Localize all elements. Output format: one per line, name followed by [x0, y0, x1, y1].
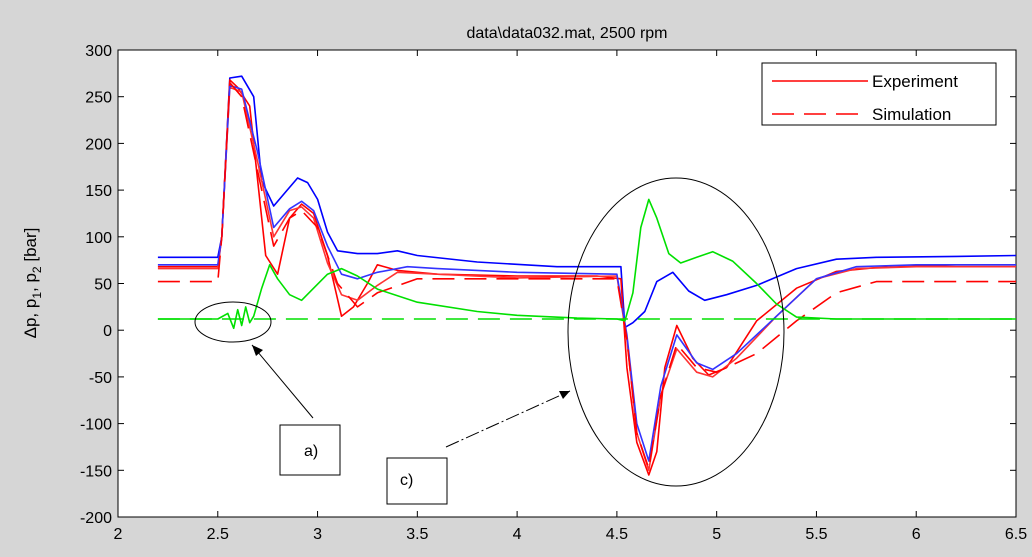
legend-simulation-label: Simulation [872, 105, 951, 124]
annotation-a-box [279, 424, 341, 476]
annotation-a-arrowhead [252, 345, 263, 356]
x-tick-label: 4 [513, 526, 522, 543]
y-axis: -200 -150 -100 -50 0 50 100 150 200 250 300 [80, 43, 1016, 527]
annotation-a-arrow [251, 344, 314, 419]
x-tick-label: 6 [912, 526, 921, 543]
y-tick-label: -100 [80, 417, 112, 434]
x-tick-label: 4.5 [606, 526, 628, 543]
annotation-a: a) [194, 301, 341, 476]
y-tick-label: 300 [85, 43, 112, 60]
legend-experiment-label: Experiment [872, 72, 958, 91]
x-tick-label: 5.5 [805, 526, 827, 543]
annotation-c: c) [386, 177, 785, 505]
legend-box [761, 62, 997, 126]
legend: Experiment Simulation [761, 62, 997, 126]
x-tick-label: 2 [114, 526, 123, 543]
y-tick-label: 250 [85, 90, 112, 107]
y-tick-label: 200 [85, 136, 112, 153]
annotation-a-label: a) [304, 443, 318, 460]
plot-area [117, 49, 1017, 518]
y-tick-label: -150 [80, 463, 112, 480]
series-line-1 [157, 75, 1016, 329]
series-line-5 [157, 81, 1016, 470]
y-tick-label: -50 [89, 370, 112, 387]
y-tick-label: 100 [85, 230, 112, 247]
y-tick-label: 0 [103, 323, 112, 340]
y-axis-label: Δp, p1, p2 [bar] [21, 228, 44, 339]
series-group [157, 75, 1016, 476]
annotation-c-label: c) [400, 472, 413, 489]
annotation-a-ellipse [194, 301, 272, 343]
chart-title: data\data032.mat, 2500 rpm [466, 25, 667, 42]
annotation-c-arrowhead [559, 391, 570, 399]
x-tick-label: 6.5 [1005, 526, 1027, 543]
y-tick-label: 50 [94, 277, 112, 294]
x-tick-label: 3 [313, 526, 322, 543]
y-tick-label: 150 [85, 183, 112, 200]
series-line-3 [157, 86, 1016, 472]
x-tick-label: 5 [712, 526, 721, 543]
annotation-c-box [386, 457, 448, 505]
annotation-c-ellipse [567, 177, 785, 487]
series-line-6 [157, 198, 1016, 330]
x-axis: 2 2.5 3 3.5 4 4.5 5 5.5 6 6.5 [114, 50, 1027, 543]
annotation-c-arrow [445, 390, 571, 448]
x-tick-label: 3.5 [406, 526, 428, 543]
x-tick-label: 2.5 [207, 526, 229, 543]
series-line-4 [157, 84, 1016, 462]
y-tick-label: -200 [80, 510, 112, 527]
